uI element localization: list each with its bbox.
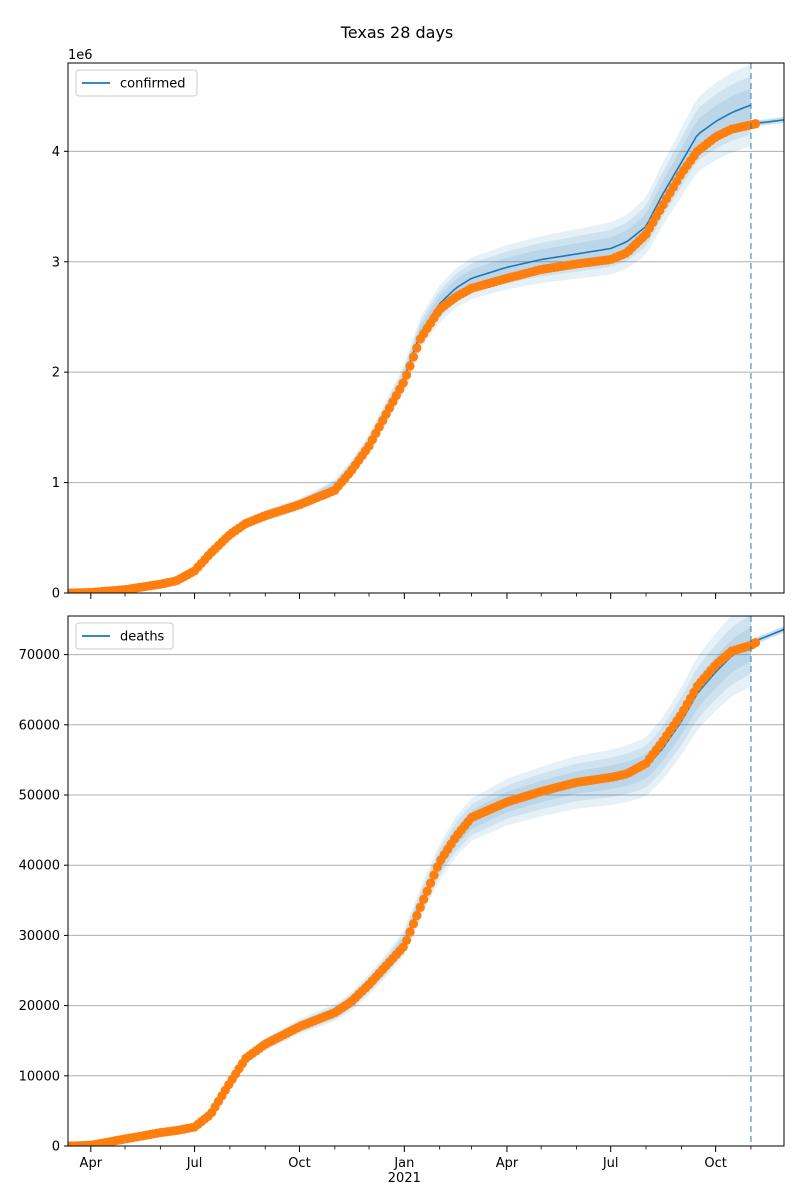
observed-points [68, 119, 761, 593]
y-tick-label: 0 [52, 587, 60, 602]
x-tick-label: Apr [80, 1156, 103, 1171]
observed-point [402, 370, 412, 380]
y-offset-label: 1e6 [68, 48, 93, 63]
y-tick-label: 70000 [19, 648, 60, 663]
observed-point [425, 878, 436, 888]
observed-point [750, 119, 761, 129]
y-tick-label: 50000 [19, 789, 60, 804]
y-tick-label: 2 [52, 366, 60, 381]
observed-point [408, 919, 419, 929]
observed-point [408, 352, 419, 362]
observed-point [412, 911, 422, 921]
observed-point [429, 870, 439, 880]
x-tick-label: Apr [496, 1156, 519, 1171]
x-tick-label: Jan [393, 1156, 414, 1171]
uncertainty-band [68, 616, 751, 1146]
observed-point [422, 886, 432, 896]
observed-point [405, 361, 415, 371]
y-tick-label: 30000 [19, 929, 60, 944]
y-tick-label: 3 [52, 255, 60, 270]
x-tick-year-label: 2021 [388, 1171, 421, 1186]
observed-point [419, 894, 429, 904]
legend: deaths [75, 622, 174, 650]
y-tick-label: 1 [52, 476, 60, 491]
x-tick-label: Jul [602, 1156, 619, 1171]
series-line-deaths [68, 643, 752, 1146]
figure-title: Texas 28 days [340, 23, 454, 42]
observed-point [432, 862, 442, 872]
y-tick-label: 0 [52, 1140, 60, 1155]
uncertainty-band [68, 63, 751, 593]
y-tick-label: 40000 [19, 859, 60, 874]
observed-points [68, 638, 761, 1146]
x-tick-label: Oct [704, 1156, 726, 1171]
observed-point [412, 343, 422, 353]
legend-label: deaths [120, 630, 165, 645]
confirmed-chart: 0 1 2 3 4 1e6 confirmed [52, 48, 785, 602]
axes-frame [67, 62, 785, 594]
observed-point [415, 902, 425, 912]
observed-point [405, 927, 415, 937]
y-tick-label: 20000 [19, 999, 60, 1014]
y-tick-label: 10000 [19, 1069, 60, 1084]
axes-frame [67, 615, 785, 1147]
observed-point [398, 378, 408, 388]
x-tick-label: Jul [186, 1156, 203, 1171]
uncertainty-band [68, 616, 751, 1146]
plot-area [68, 63, 784, 593]
plot-area [68, 616, 784, 1146]
uncertainty-band [68, 88, 751, 593]
legend-label: confirmed [120, 77, 186, 92]
legend-box [75, 69, 198, 97]
legend-box [75, 622, 174, 650]
uncertainty-band [68, 626, 751, 1146]
x-tick-label: Oct [288, 1156, 310, 1171]
observed-point [750, 638, 761, 648]
y-tick-label: 4 [52, 145, 60, 160]
observed-point [402, 935, 412, 946]
legend: confirmed [75, 69, 198, 97]
y-tick-label: 60000 [19, 718, 60, 733]
deaths-chart: 0 10000 20000 30000 40000 50000 60000 70000 Apr J… [19, 615, 785, 1186]
uncertainty-band [68, 75, 751, 593]
